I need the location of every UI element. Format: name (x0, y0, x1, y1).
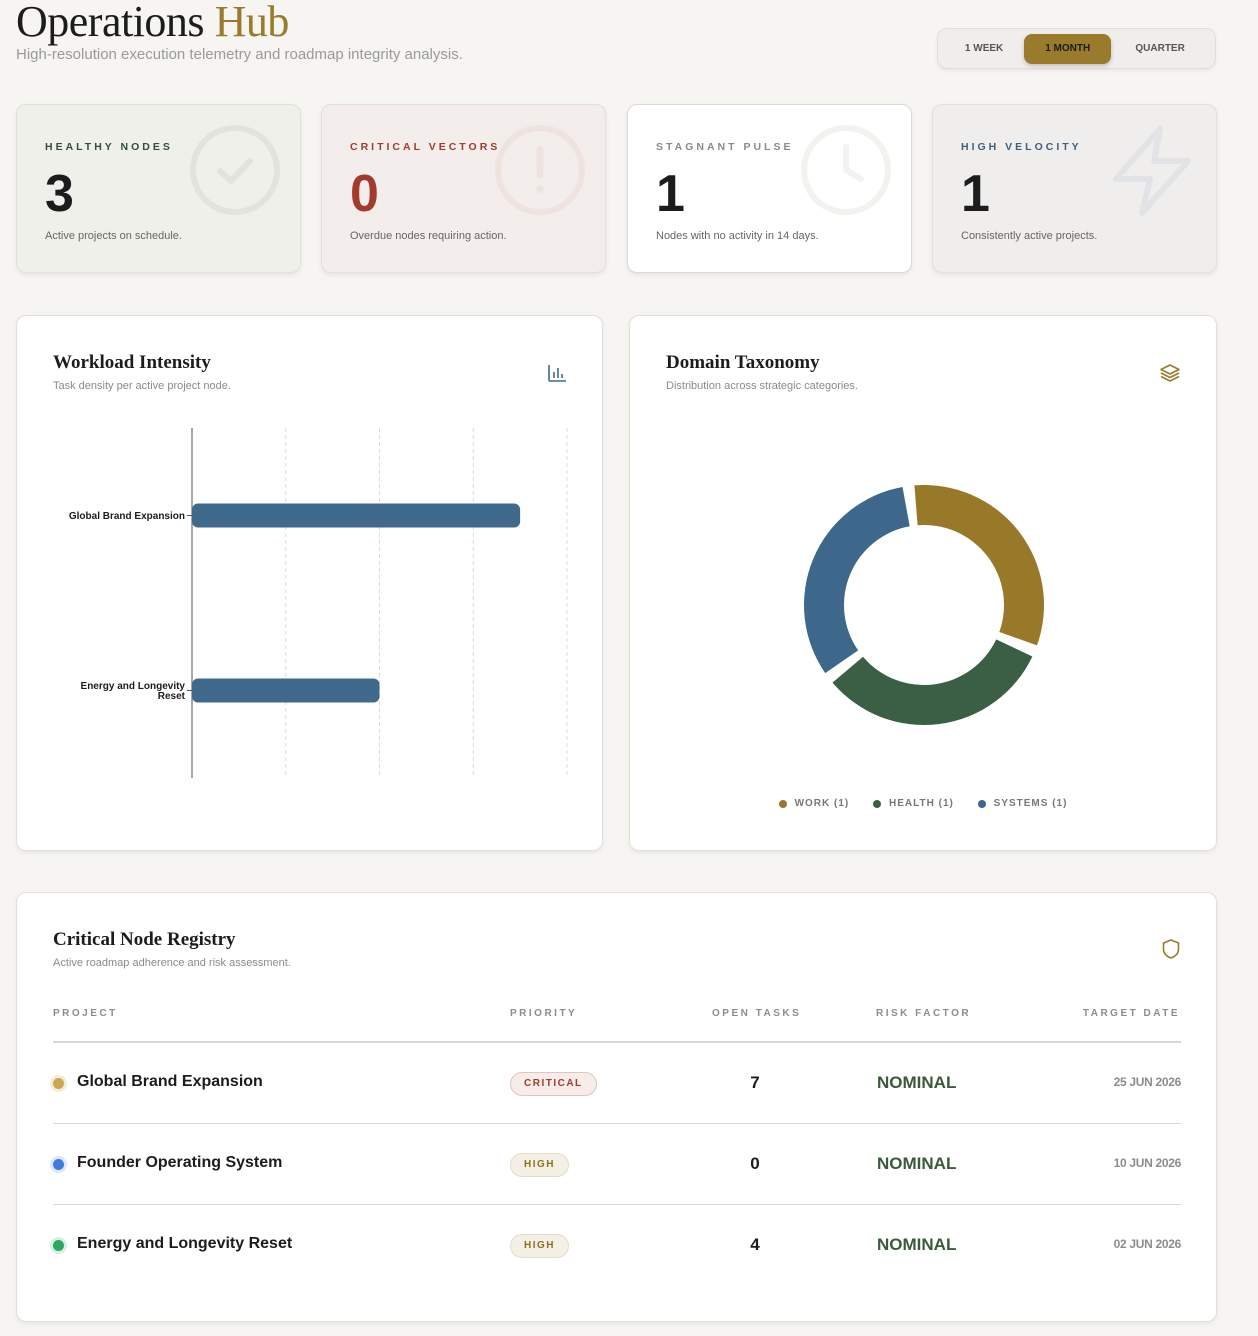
open-tasks-count: 0 (750, 1154, 760, 1173)
row-divider (53, 1123, 1181, 1124)
donut-slice (832, 639, 1033, 725)
kpi-value: 1 (961, 165, 990, 223)
bar-chart-icon[interactable] (546, 362, 568, 384)
donut-slice (804, 486, 910, 674)
legend-dot (873, 799, 882, 808)
risk-factor: NOMINAL (877, 1154, 957, 1173)
shield-icon[interactable] (1160, 938, 1182, 960)
legend-label: SYSTEMS (1) (993, 798, 1068, 809)
kpi-value: 1 (656, 165, 685, 223)
legend-label: HEALTH (1) (889, 798, 954, 809)
header-divider (53, 1041, 1181, 1043)
column-header-project[interactable]: PROJECT (53, 1008, 118, 1019)
kpi-value: 3 (45, 165, 74, 223)
workload-intensity-panel: Workload Intensity Task density per acti… (16, 315, 603, 851)
target-date: 10 JUN 2026 (1113, 1156, 1182, 1170)
range-1-month-button[interactable]: 1 MONTH (1024, 33, 1112, 64)
status-dot (53, 1078, 64, 1089)
registry-subtitle: Active roadmap adherence and risk assess… (53, 957, 291, 969)
kpi-description: Active projects on schedule. (45, 230, 182, 242)
time-range-toggle: 1 WEEK 1 MONTH QUARTER (937, 28, 1216, 69)
donut-legend: WORK (1) HEALTH (1) SYSTEMS (1) (630, 798, 1216, 811)
layers-icon[interactable] (1159, 362, 1181, 384)
column-header-open-tasks[interactable]: OPEN TASKS (712, 1008, 802, 1019)
range-1-week-button[interactable]: 1 WEEK (964, 42, 1004, 54)
page-title-accent: Hub (214, 0, 290, 46)
check-circle-icon (190, 125, 280, 215)
row-divider (53, 1204, 1181, 1205)
legend-dot (778, 799, 787, 808)
kpi-label: HEALTHY NODES (45, 141, 173, 153)
priority-badge: CRITICAL (510, 1072, 597, 1096)
kpi-card-stagnant-pulse: STAGNANT PULSE 1 Nodes with no activity … (627, 104, 912, 273)
kpi-description: Consistently active projects. (961, 230, 1098, 242)
alert-circle-icon (495, 125, 585, 215)
priority-badge: HIGH (510, 1234, 569, 1258)
project-name: Founder Operating System (77, 1154, 283, 1171)
column-header-priority[interactable]: PRIORITY (510, 1008, 578, 1019)
table-row[interactable]: Founder Operating System HIGH 0 NOMINAL … (53, 1124, 1181, 1204)
kpi-value: 0 (350, 165, 379, 223)
kpi-label: STAGNANT PULSE (656, 141, 794, 153)
taxonomy-subtitle: Distribution across strategic categories… (666, 380, 858, 392)
range-quarter-button[interactable]: QUARTER (1135, 42, 1185, 54)
kpi-label: HIGH VELOCITY (961, 141, 1082, 153)
y-tick-label: Energy and Longevity Reset (81, 681, 186, 702)
priority-badge: HIGH (510, 1153, 569, 1177)
legend-label: WORK (1) (794, 798, 850, 809)
y-tick-label: Global Brand Expansion (69, 511, 185, 522)
page-subtitle: High-resolution execution telemetry and … (16, 46, 463, 63)
critical-node-registry-panel: Critical Node Registry Active roadmap ad… (16, 892, 1217, 1322)
clock-icon (801, 125, 891, 215)
table-row[interactable]: Global Brand Expansion CRITICAL 7 NOMINA… (53, 1043, 1181, 1123)
risk-factor: NOMINAL (877, 1073, 957, 1092)
table-row[interactable]: Energy and Longevity Reset HIGH 4 NOMINA… (53, 1205, 1181, 1285)
project-name: Global Brand Expansion (77, 1073, 263, 1090)
kpi-card-critical-vectors: CRITICAL VECTORS 0 Overdue nodes requiri… (321, 104, 606, 273)
legend-item-systems: SYSTEMS (1) (977, 798, 1068, 809)
legend-dot (977, 799, 986, 808)
legend-item-work: WORK (1) (778, 798, 850, 809)
open-tasks-count: 7 (750, 1073, 760, 1092)
status-dot (53, 1159, 64, 1170)
risk-factor: NOMINAL (877, 1235, 957, 1254)
status-dot (53, 1240, 64, 1251)
project-name: Energy and Longevity Reset (77, 1235, 293, 1252)
target-date: 02 JUN 2026 (1113, 1237, 1182, 1251)
domain-taxonomy-panel: Domain Taxonomy Distribution across stra… (629, 315, 1217, 851)
donut-slice (914, 485, 1044, 646)
legend-item-health: HEALTH (1) (873, 798, 954, 809)
domain-donut-chart (804, 485, 1044, 725)
workload-bar-chart: Global Brand Expansion Energy and Longevi… (69, 428, 568, 778)
workload-title: Workload Intensity (53, 352, 211, 373)
page-title: Operations Hub (16, 0, 289, 47)
kpi-description: Nodes with no activity in 14 days. (656, 230, 819, 242)
bar (192, 503, 521, 528)
page-title-main: Operations (16, 0, 205, 46)
column-header-risk-factor[interactable]: RISK FACTOR (876, 1008, 972, 1019)
workload-subtitle: Task density per active project node. (53, 380, 231, 392)
kpi-card-high-velocity: HIGH VELOCITY 1 Consistently active proj… (932, 104, 1217, 273)
bar (192, 678, 380, 703)
kpi-label: CRITICAL VECTORS (350, 141, 501, 153)
open-tasks-count: 4 (750, 1235, 760, 1254)
registry-title: Critical Node Registry (53, 929, 236, 950)
kpi-description: Overdue nodes requiring action. (350, 230, 507, 242)
target-date: 25 JUN 2026 (1113, 1075, 1182, 1089)
lightning-icon (1113, 126, 1191, 216)
column-header-target-date[interactable]: TARGET DATE (1082, 1008, 1180, 1019)
kpi-card-healthy-nodes: HEALTHY NODES 3 Active projects on sched… (16, 104, 301, 273)
taxonomy-title: Domain Taxonomy (666, 352, 820, 373)
